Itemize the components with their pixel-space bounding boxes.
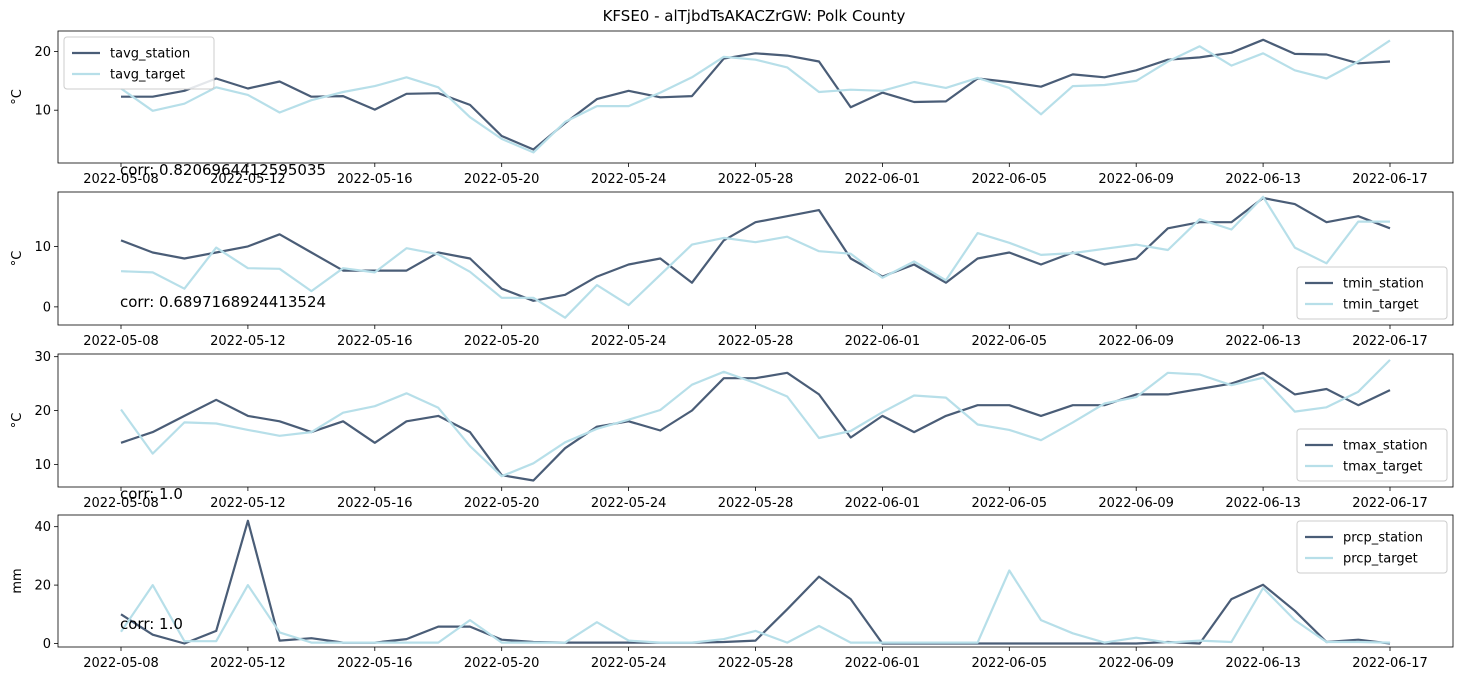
subplot-1: 10 20 °C 2022-05-08 2022-05-12 2022-05-16 2022…	[10, 30, 1454, 187]
y-tick-label: 0	[43, 637, 51, 652]
y-axis-label: mm	[10, 568, 25, 593]
series-line-tavg_target	[120, 39, 1391, 154]
y-axis-label: °C	[10, 413, 25, 429]
x-tick-label: 2022-06-01	[845, 334, 921, 349]
legend-label: tmin_target	[1343, 298, 1419, 313]
y-tick-label: 20	[34, 404, 51, 419]
x-tick-label: 2022-06-01	[845, 656, 921, 671]
x-tick-label: 2022-05-12	[210, 172, 286, 187]
legend: tmax_station tmax_target	[1296, 428, 1448, 482]
x-tick-label: 2022-06-13	[1225, 334, 1301, 349]
subplot-3: 10 20 30 °C 2022-05-08 2022-05-12 2022-05-16 20…	[10, 350, 1454, 511]
y-axis-label: °C	[10, 251, 25, 267]
legend-box	[1296, 266, 1448, 320]
y-tick-label: 40	[34, 520, 51, 535]
series-line-prcp_target	[120, 569, 1391, 644]
x-tick-label: 2022-05-08	[83, 656, 159, 671]
y-axis-label: °C	[10, 89, 25, 105]
legend-label: tmax_station	[1343, 439, 1428, 454]
x-tick-label: 2022-06-05	[972, 656, 1048, 671]
legend-box	[1296, 520, 1448, 574]
x-tick-label: 2022-06-09	[1098, 656, 1174, 671]
subplots: 10 20 °C 2022-05-08 2022-05-12 2022-05-16 2022…	[10, 30, 1454, 671]
x-tick-label: 2022-05-12	[210, 496, 286, 511]
legend-box	[1296, 428, 1448, 482]
x-tick-label: 2022-05-16	[337, 172, 413, 187]
x-tick-label: 2022-05-28	[718, 172, 794, 187]
x-tick-label: 2022-05-20	[464, 334, 540, 349]
x-tick-label: 2022-05-28	[718, 334, 794, 349]
x-tick-label: 2022-06-05	[972, 172, 1048, 187]
x-tick-label: 2022-05-16	[337, 334, 413, 349]
x-tick-label: 2022-06-05	[972, 496, 1048, 511]
y-tick-label: 10	[34, 104, 51, 119]
x-tick-label: 2022-05-16	[337, 496, 413, 511]
x-tick-label: 2022-06-01	[845, 172, 921, 187]
x-tick-label: 2022-06-13	[1225, 656, 1301, 671]
x-tick-label: 2022-06-09	[1098, 172, 1174, 187]
legend-box	[63, 36, 215, 90]
x-tick-label: 2022-05-20	[464, 172, 540, 187]
y-tick-label: 30	[34, 350, 51, 365]
x-tick-label: 2022-06-01	[845, 496, 921, 511]
correlation-annotation: corr: 0.6897168924413524	[120, 293, 326, 311]
legend-label: prcp_station	[1343, 531, 1423, 546]
y-tick-label: 0	[43, 300, 51, 315]
x-tick-label: 2022-06-09	[1098, 496, 1174, 511]
x-tick-label: 2022-06-05	[972, 334, 1048, 349]
x-tick-label: 2022-06-13	[1225, 172, 1301, 187]
y-tick-label: 20	[34, 579, 51, 594]
legend: prcp_station prcp_target	[1296, 520, 1448, 574]
legend-label: tmin_station	[1343, 277, 1424, 292]
x-tick-label: 2022-05-24	[591, 334, 667, 349]
correlation-annotation: corr: 1.0	[120, 485, 183, 503]
series-line-tmax_station	[120, 371, 1391, 482]
x-tick-label: 2022-06-17	[1352, 496, 1428, 511]
series-line-tmin_station	[120, 196, 1391, 302]
x-tick-label: 2022-05-24	[591, 496, 667, 511]
x-tick-label: 2022-05-08	[83, 496, 159, 511]
correlation-annotation: corr: 0.8206964412595035	[120, 161, 326, 179]
correlation-annotation: corr: 1.0	[120, 615, 183, 633]
y-tick-label: 10	[34, 458, 51, 473]
x-tick-label: 2022-06-17	[1352, 172, 1428, 187]
subplot-2: 0 10 °C 2022-05-08 2022-05-12 2022-05-16 2022-…	[10, 191, 1454, 349]
y-tick-label: 20	[34, 45, 51, 60]
legend-label: tmax_target	[1343, 460, 1422, 475]
x-tick-label: 2022-05-08	[83, 172, 159, 187]
x-tick-label: 2022-06-17	[1352, 656, 1428, 671]
x-tick-label: 2022-05-24	[591, 172, 667, 187]
x-tick-label: 2022-05-20	[464, 656, 540, 671]
x-tick-label: 2022-06-09	[1098, 334, 1174, 349]
series-line-tmax_target	[120, 359, 1391, 478]
x-tick-label: 2022-05-12	[210, 334, 286, 349]
y-tick-label: 10	[34, 240, 51, 255]
x-tick-label: 2022-06-13	[1225, 496, 1301, 511]
x-tick-label: 2022-05-12	[210, 656, 286, 671]
x-tick-label: 2022-05-28	[718, 656, 794, 671]
legend-label: prcp_target	[1343, 552, 1418, 567]
x-tick-label: 2022-05-28	[718, 496, 794, 511]
subplot-4: 0 20 40 mm 2022-05-08 2022-05-12 2022-05-16 202…	[10, 514, 1454, 671]
legend-label: tavg_target	[110, 68, 185, 83]
legend: tavg_station tavg_target	[63, 36, 215, 90]
legend: tmin_station tmin_target	[1296, 266, 1448, 320]
legend-label: tavg_station	[110, 47, 190, 62]
figure-title: KFSE0 - alTjbdTsAKACZrGW: Polk County	[603, 7, 906, 25]
x-tick-label: 2022-05-16	[337, 656, 413, 671]
series-line-tavg_station	[121, 38, 1391, 151]
x-tick-label: 2022-05-24	[591, 656, 667, 671]
x-tick-label: 2022-06-17	[1352, 334, 1428, 349]
x-tick-label: 2022-05-20	[464, 496, 540, 511]
x-tick-label: 2022-05-08	[83, 334, 159, 349]
series-line-tmin_target	[120, 195, 1390, 319]
